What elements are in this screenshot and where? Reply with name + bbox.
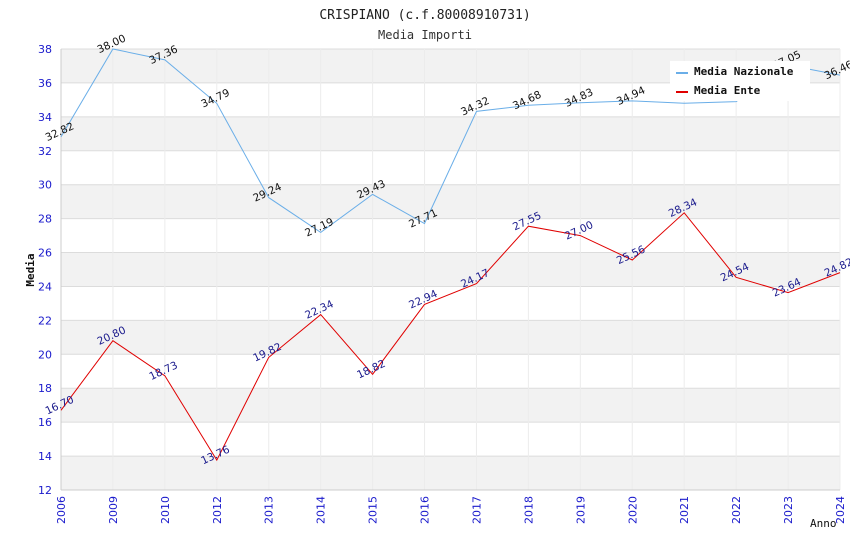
- series-line-ente: [60, 212, 841, 462]
- x-tick-label: 2006: [55, 496, 68, 524]
- y-tick-label: 20: [38, 348, 52, 361]
- x-tick-label: 2019: [574, 496, 587, 524]
- x-tick-label: 2012: [211, 496, 224, 524]
- y-tick-label: 38: [38, 43, 52, 56]
- grid-band: [61, 184, 840, 219]
- chart-subtitle: Media Importi: [378, 28, 472, 42]
- chart-title: CRISPIANO (c.f.80008910731): [319, 8, 530, 23]
- x-tick-label: 2017: [470, 496, 483, 524]
- y-tick-label: 26: [38, 247, 52, 260]
- y-tick-label: 14: [38, 450, 52, 463]
- grid-band: [61, 388, 840, 423]
- x-tick-label: 2018: [522, 496, 535, 524]
- grid-band: [61, 456, 840, 490]
- x-tick-label: 2016: [419, 496, 432, 524]
- axes: [60, 49, 840, 491]
- grid-band: [61, 320, 840, 355]
- grid-lines: [60, 48, 841, 491]
- data-label-nazionale: 34.79: [199, 87, 231, 111]
- y-tick-label: 36: [38, 77, 52, 90]
- x-tick-label: 2020: [626, 496, 639, 524]
- legend-box: [670, 61, 810, 101]
- y-tick-labels: 12 14 16 18 20 22 24 26 28 30 32 34 36 38: [38, 43, 52, 497]
- series-line-nazionale: [60, 48, 841, 234]
- x-tick-label: 2014: [315, 496, 328, 524]
- data-label-ente: 18.73: [147, 359, 179, 383]
- x-tick-label: 2022: [730, 496, 743, 524]
- data-label-nazionale: 34.83: [563, 86, 595, 110]
- data-label-nazionale: 34.68: [511, 89, 543, 113]
- y-axis-label: Media: [24, 253, 37, 286]
- x-tick-label: 2024: [834, 496, 847, 524]
- x-tick-label: 2015: [367, 496, 380, 524]
- x-tick-label: 2013: [263, 496, 276, 524]
- data-label-ente: 27.00: [563, 219, 595, 243]
- x-tick-labels: 2006 2009 2010 2012 2013 2014 2015 2016 2017 2018…: [55, 496, 847, 524]
- data-label-ente: 22.34: [303, 298, 336, 322]
- x-tick-label: 2021: [678, 496, 691, 524]
- grid-bands: [61, 49, 840, 490]
- legend-label-ente: Media Ente: [694, 84, 761, 97]
- x-tick-label: 2010: [159, 496, 172, 524]
- data-label-ente: 22.94: [407, 288, 440, 312]
- y-tick-label: 12: [38, 484, 52, 497]
- series-lines: [60, 48, 841, 462]
- x-axis-label: Anno: [810, 517, 837, 530]
- data-label-ente: 18.82: [355, 358, 387, 382]
- y-tick-label: 22: [38, 314, 52, 327]
- y-tick-label: 24: [38, 280, 52, 293]
- grid-band: [61, 252, 840, 287]
- legend-label-nazionale: Media Nazionale: [694, 65, 794, 78]
- data-label-nazionale: 34.94: [615, 84, 648, 108]
- legend: Media Nazionale Media Ente: [670, 61, 810, 101]
- y-tick-label: 18: [38, 382, 52, 395]
- grid-band: [61, 116, 840, 151]
- y-tick-label: 30: [38, 179, 52, 192]
- data-label-nazionale: 27.19: [303, 216, 335, 240]
- x-tick-label: 2023: [782, 496, 795, 524]
- y-tick-label: 34: [38, 111, 52, 124]
- x-tick-label: 2009: [107, 496, 120, 524]
- y-tick-label: 28: [38, 213, 52, 226]
- y-tick-label: 16: [38, 416, 52, 429]
- y-tick-label: 32: [38, 145, 52, 158]
